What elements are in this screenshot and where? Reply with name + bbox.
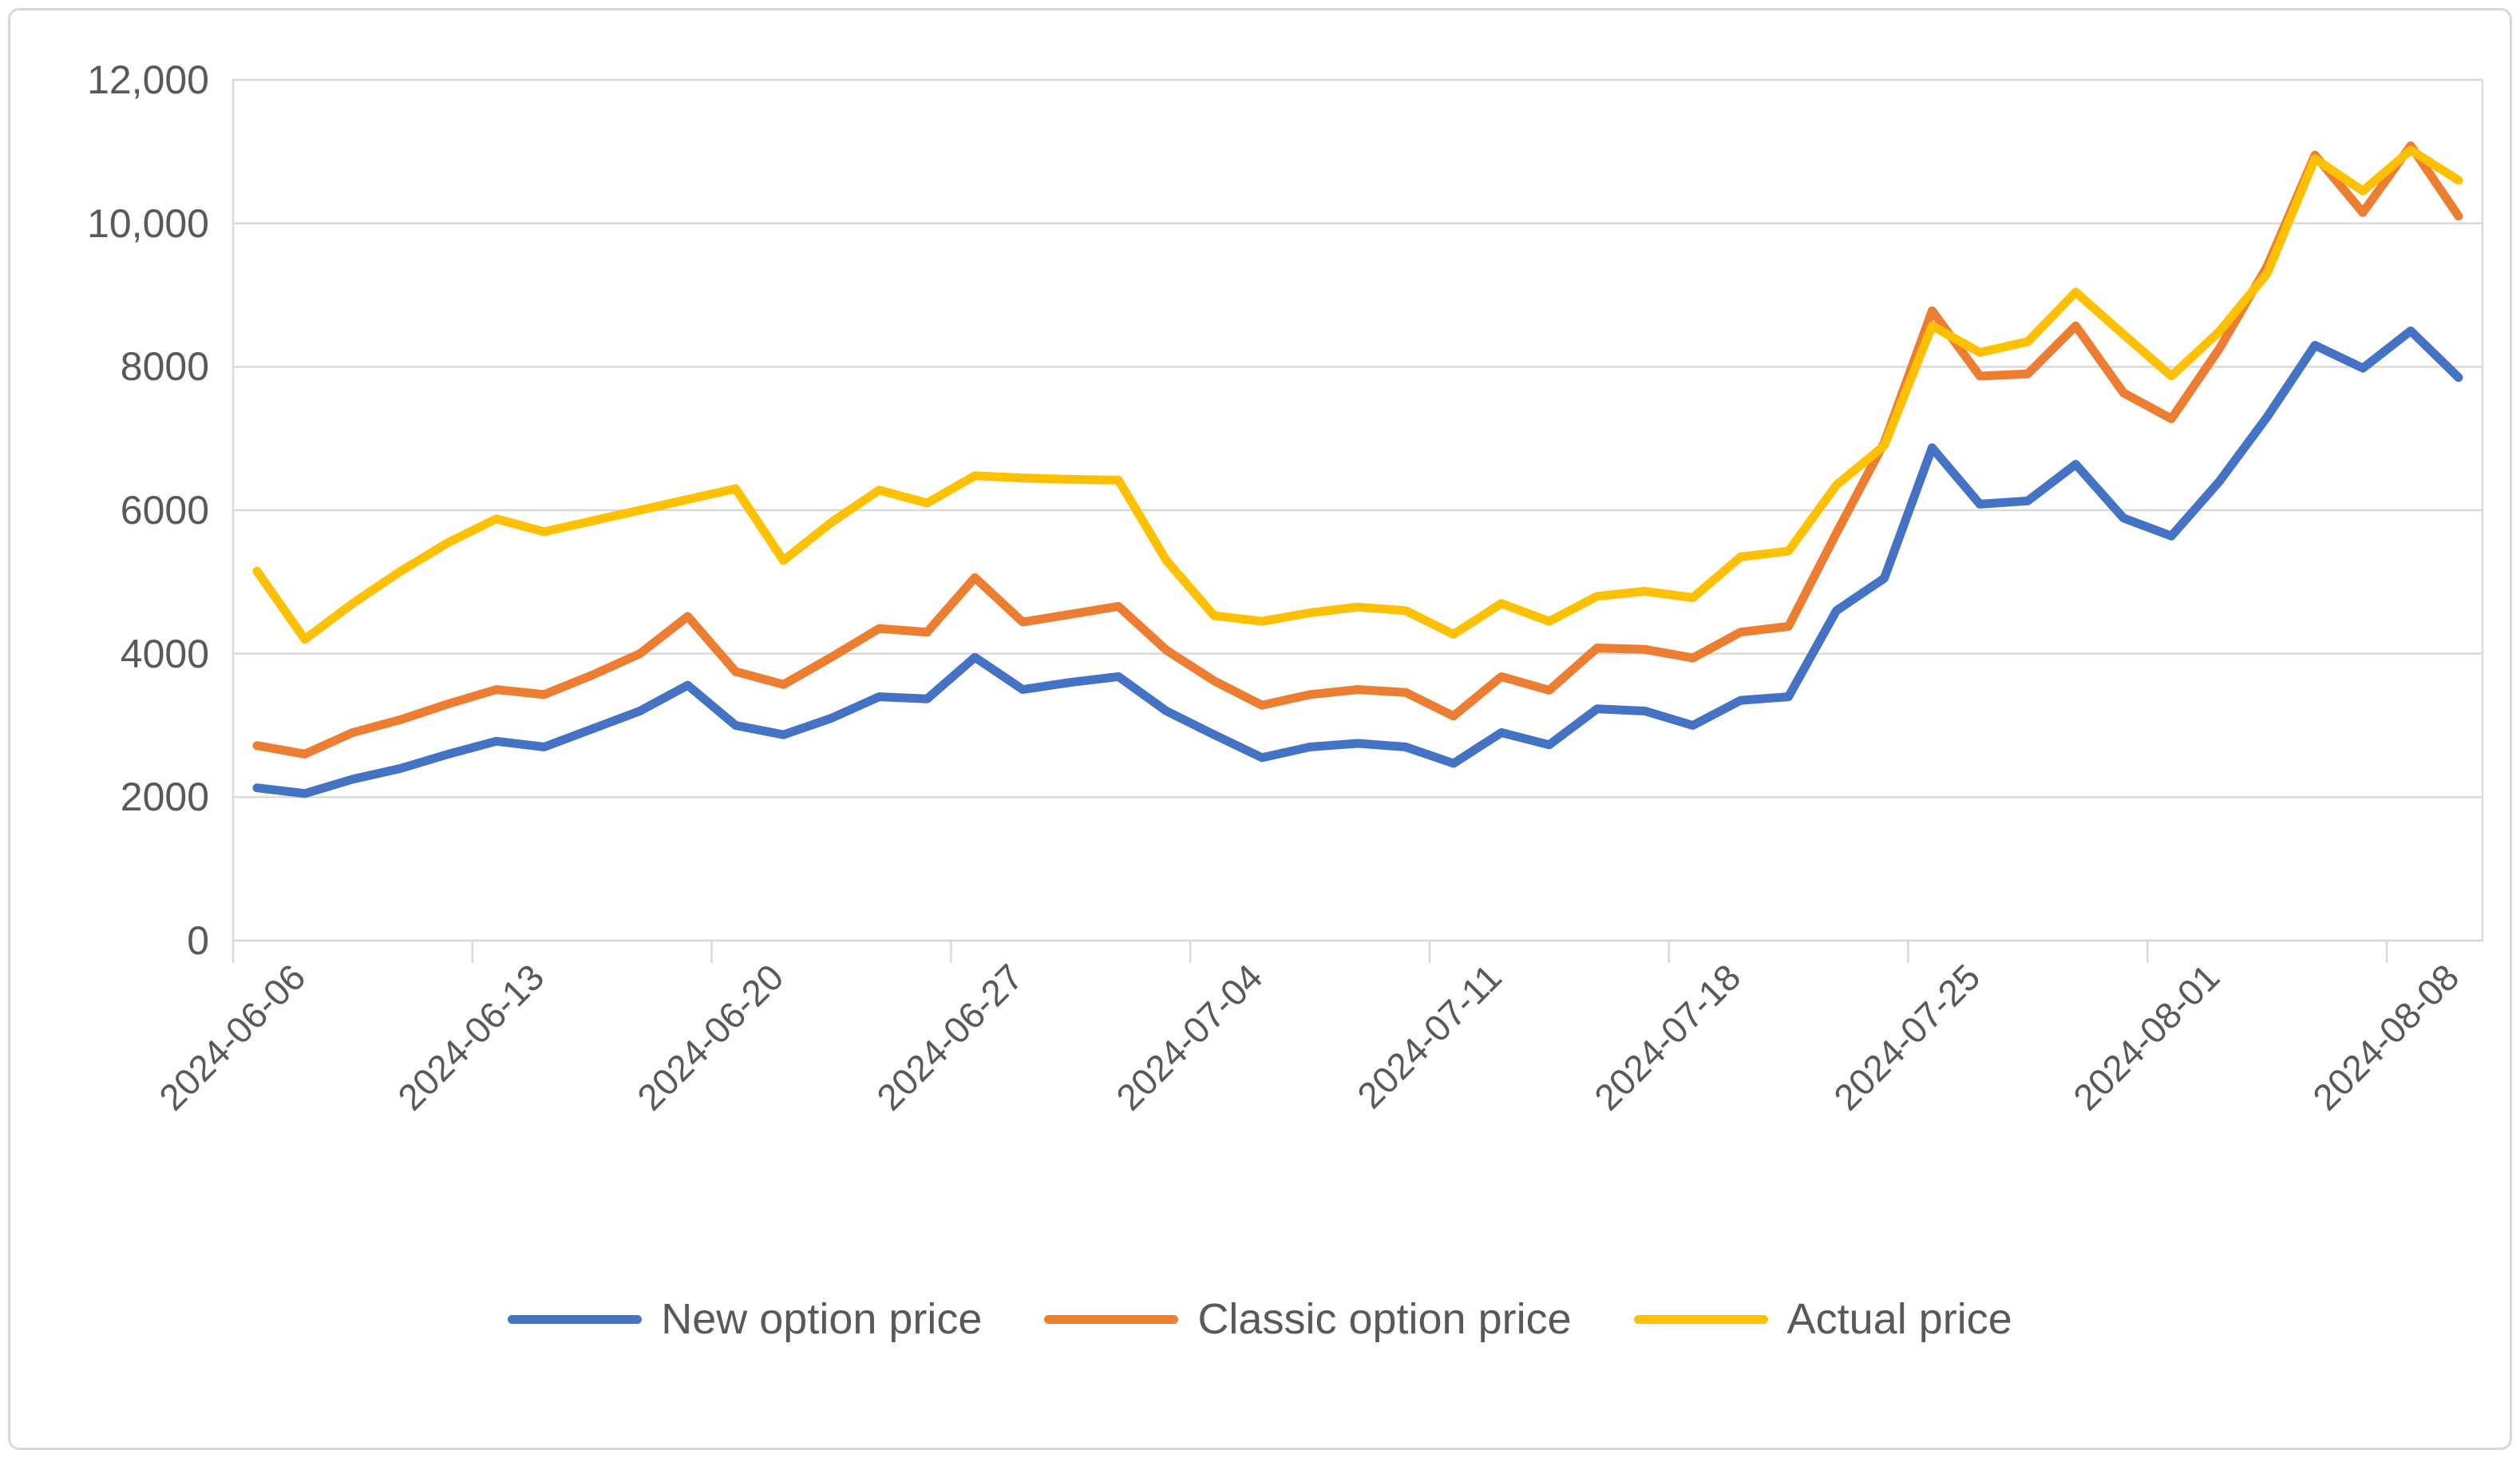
- chart-frame: [8, 8, 2512, 1450]
- legend-label-new-option-price: New option price: [661, 1295, 983, 1343]
- y-axis-label: 10,000: [87, 200, 209, 246]
- y-axis-label: 12,000: [87, 57, 209, 102]
- legend-swatch-classic-option-price: [1044, 1314, 1179, 1324]
- y-axis-label: 0: [187, 918, 209, 963]
- y-axis-label: 6000: [120, 488, 209, 533]
- legend-swatch-new-option-price: [508, 1314, 643, 1324]
- series-line-new-option-price[interactable]: [252, 326, 2463, 798]
- series-line-actual-price[interactable]: [252, 145, 2463, 644]
- y-axis-label: 2000: [120, 775, 209, 820]
- legend-label-actual-price: Actual price: [1786, 1295, 2012, 1343]
- y-axis-label: 4000: [120, 631, 209, 676]
- series-line-classic-option-price[interactable]: [252, 141, 2463, 759]
- legend-swatch-actual-price: [1633, 1314, 1768, 1324]
- legend-label-classic-option-price: Classic option price: [1197, 1295, 1572, 1343]
- legend-item-new-option-price[interactable]: New option price: [508, 1295, 982, 1343]
- legend-item-classic-option-price[interactable]: Classic option price: [1044, 1295, 1572, 1343]
- legend: New option price Classic option price Ac…: [0, 1295, 2520, 1343]
- legend-item-actual-price[interactable]: Actual price: [1633, 1295, 2012, 1343]
- plot-border: [231, 78, 2484, 942]
- y-axis-label: 8000: [120, 344, 209, 390]
